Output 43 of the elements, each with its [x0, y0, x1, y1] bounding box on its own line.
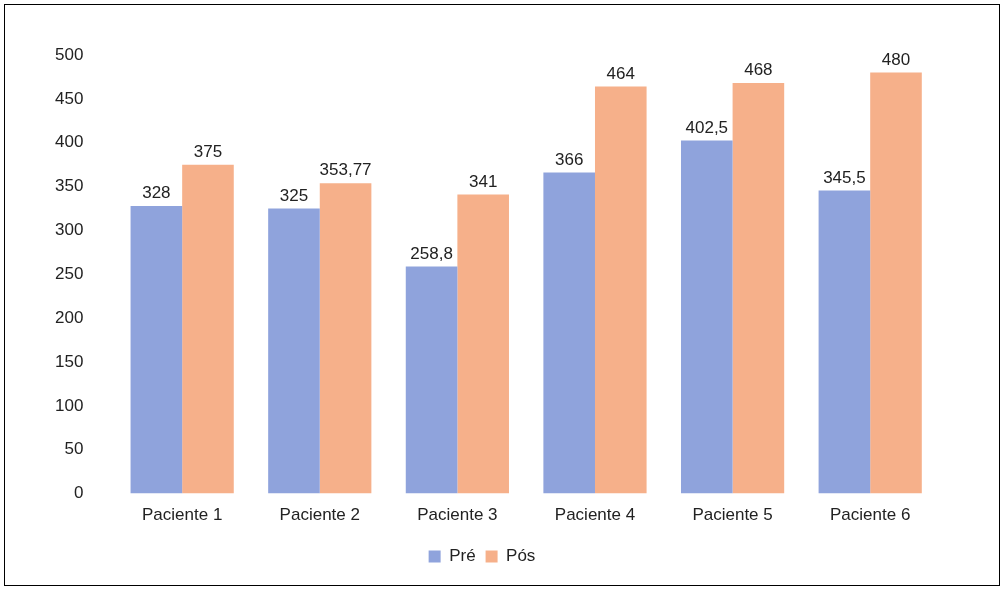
bar: [594, 86, 647, 494]
data-label: 341: [468, 171, 498, 191]
y-tick-label: 450: [54, 88, 84, 108]
data-label: 328: [142, 183, 171, 203]
data-label: 375: [193, 141, 223, 161]
y-tick-label: 350: [54, 176, 84, 196]
bar: [680, 140, 733, 494]
y-tick-label: 250: [54, 263, 84, 283]
bar: [319, 183, 372, 494]
y-tick-label: 100: [54, 395, 84, 415]
y-tick-label: 400: [54, 132, 84, 152]
bar: [182, 164, 234, 494]
x-tick-label: Paciente 1: [141, 505, 223, 525]
x-tick-label: Paciente 3: [417, 505, 498, 525]
data-label: 345,5: [823, 167, 866, 187]
bar: [268, 208, 320, 494]
y-tick-label: 150: [54, 351, 84, 371]
y-tick-label: 50: [64, 439, 84, 459]
x-tick-label: Paciente 5: [692, 505, 773, 525]
data-label: 366: [555, 149, 584, 169]
y-tick-label: 500: [54, 44, 84, 64]
data-label: 464: [606, 63, 635, 83]
data-label: 402,5: [685, 117, 729, 137]
x-tick-label: Paciente 6: [830, 505, 911, 525]
x-tick-label: Paciente 2: [279, 505, 360, 525]
data-label: 480: [881, 49, 911, 69]
bar: [870, 72, 922, 494]
x-tick-label: Paciente 4: [554, 505, 636, 525]
y-tick-label: 300: [54, 220, 84, 240]
bar: [130, 205, 183, 494]
y-tick-label: 200: [54, 307, 84, 327]
bar: [457, 194, 509, 494]
legend-label: Pós: [506, 546, 536, 566]
bar: [543, 172, 595, 494]
data-label: 325: [279, 185, 309, 205]
y-tick-label: 0: [73, 483, 84, 503]
data-label: 258,8: [410, 243, 453, 263]
legend-label: Pré: [449, 546, 476, 566]
data-label: 468: [744, 60, 773, 80]
bar: [405, 266, 458, 494]
data-label: 353,77: [319, 160, 372, 180]
bar: [818, 190, 871, 494]
bar: [732, 83, 785, 494]
